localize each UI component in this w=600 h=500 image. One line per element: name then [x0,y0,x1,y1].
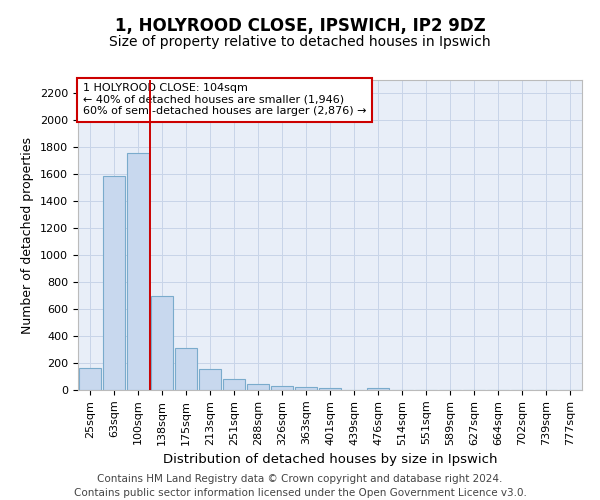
Bar [151,296,173,390]
Bar [295,388,317,390]
Bar [175,348,197,390]
Bar [223,379,245,390]
Text: 1 HOLYROOD CLOSE: 104sqm
← 40% of detached houses are smaller (1,946)
60% of sem: 1 HOLYROOD CLOSE: 104sqm ← 40% of detach… [83,83,367,116]
Bar [199,369,221,390]
Text: Contains HM Land Registry data © Crown copyright and database right 2024.
Contai: Contains HM Land Registry data © Crown c… [74,474,526,498]
X-axis label: Distribution of detached houses by size in Ipswich: Distribution of detached houses by size … [163,453,497,466]
Y-axis label: Number of detached properties: Number of detached properties [22,136,34,334]
Text: Size of property relative to detached houses in Ipswich: Size of property relative to detached ho… [109,35,491,49]
Text: 1, HOLYROOD CLOSE, IPSWICH, IP2 9DZ: 1, HOLYROOD CLOSE, IPSWICH, IP2 9DZ [115,18,485,36]
Bar [79,368,101,390]
Bar [367,388,389,390]
Bar [319,388,341,390]
Bar [247,384,269,390]
Bar [103,176,125,390]
Bar [271,386,293,390]
Bar [127,154,149,390]
